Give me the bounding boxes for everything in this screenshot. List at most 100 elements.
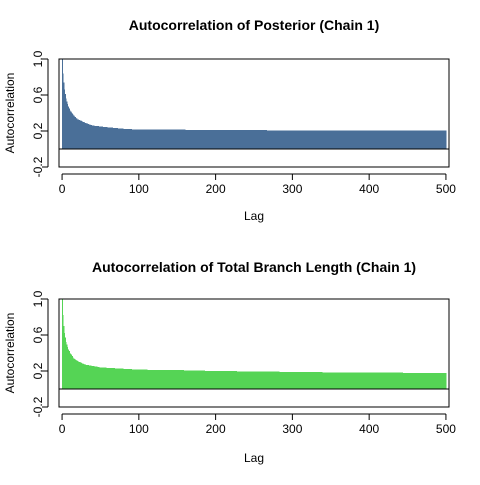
posterior-acf-bar [364, 130, 366, 149]
branch-length-acf-bar [237, 371, 239, 389]
branch-length-acf-bar [129, 369, 131, 389]
branch-length-acf-bar [143, 369, 145, 389]
branch-length-acf-bar [419, 372, 421, 389]
posterior-acf-bar [141, 129, 142, 149]
branch-length-acf-bar [412, 372, 414, 389]
posterior-acf-bar [211, 130, 213, 149]
branch-length-acf-bar [349, 372, 350, 389]
branch-length-acf-bar [180, 370, 182, 389]
branch-length-acf-bar [350, 372, 352, 389]
posterior-acf-bar [346, 130, 348, 149]
branch-length-acf-bar [337, 372, 339, 389]
posterior-acf-bar [378, 130, 380, 149]
branch-length-acf-bar [75, 359, 76, 389]
posterior-acf-bar [151, 129, 153, 149]
posterior-acf-bar [403, 130, 405, 149]
posterior-acf-bar [336, 130, 337, 149]
posterior-acf-bar [196, 129, 198, 150]
posterior-acf-bar [129, 129, 131, 149]
posterior-acf-bar [207, 130, 209, 149]
posterior-acf-bar [362, 130, 364, 149]
branch-length-acf-bar [206, 370, 208, 389]
posterior-acf-bar [381, 130, 383, 149]
branch-length-acf-bar [144, 369, 146, 389]
branch-length-acf-y-axis: -0.2 0.2 0.6 1.0 [31, 290, 49, 417]
posterior-acf-bar [215, 130, 217, 149]
posterior-acf-bar [412, 130, 414, 149]
posterior-acf-bar [371, 130, 373, 149]
branch-length-acf-bar [399, 372, 401, 389]
branch-length-acf-bar [64, 333, 66, 389]
posterior-acf-bar [247, 130, 248, 149]
branch-length-acf-bar [192, 370, 194, 389]
posterior-acf-bar [211, 130, 212, 149]
branch-length-acf-bar [398, 372, 400, 389]
posterior-acf-bar [442, 130, 443, 149]
branch-length-acf-bar [319, 372, 321, 389]
branch-length-acf-bar [85, 364, 86, 389]
branch-length-acf-bar [292, 371, 294, 389]
posterior-acf-bar [363, 130, 364, 149]
posterior-acf-bar [391, 130, 393, 149]
branch-length-acf-bar [83, 363, 85, 389]
branch-length-acf-y-tick-label: 0.2 [31, 362, 45, 379]
branch-length-acf-bar [126, 368, 128, 389]
posterior-acf-bar [260, 130, 261, 149]
posterior-acf-bar [306, 130, 308, 149]
posterior-acf-bar [444, 130, 446, 149]
branch-length-acf-bar [88, 365, 89, 389]
branch-length-acf-bar [98, 367, 99, 389]
posterior-acf-bar [96, 126, 98, 149]
posterior-acf-bar [158, 129, 160, 149]
branch-length-acf-bar [141, 369, 143, 389]
posterior-acf-y-tick-label: 0.6 [31, 86, 45, 103]
branch-length-acf-bar [391, 372, 393, 389]
posterior-acf-bar [321, 130, 323, 149]
branch-length-acf-bar [296, 371, 298, 389]
posterior-acf-bar [216, 130, 218, 149]
branch-length-acf-bar [239, 371, 241, 389]
branch-length-acf-bar [70, 354, 72, 389]
branch-length-acf-bar [340, 372, 342, 389]
posterior-acf-bar [379, 130, 381, 149]
posterior-acf-bar [386, 130, 388, 149]
posterior-acf-bar [63, 82, 65, 149]
branch-length-acf-bar [111, 368, 113, 389]
branch-length-acf-bar [164, 369, 165, 389]
branch-length-acf-bar [284, 371, 286, 389]
posterior-acf-bar [420, 130, 422, 149]
branch-length-acf-bar [267, 371, 268, 389]
posterior-acf-panel: Autocorrelation of Posterior (Chain 1) L… [3, 17, 456, 223]
branch-length-acf-bar [151, 369, 152, 389]
branch-length-acf-bar [175, 370, 177, 389]
posterior-acf-bar [442, 130, 444, 149]
branch-length-acf-bar [394, 372, 396, 389]
posterior-acf-bar [133, 129, 135, 149]
posterior-acf-bar [330, 130, 331, 149]
branch-length-acf-bar [228, 371, 230, 389]
branch-length-acf-bar [322, 372, 324, 389]
branch-length-acf-bar [187, 370, 189, 389]
posterior-acf-bar [353, 130, 354, 149]
branch-length-acf-bar [215, 371, 217, 389]
branch-length-acf-y-tick-label: 1.0 [31, 290, 45, 307]
posterior-acf-bar [310, 130, 312, 149]
branch-length-acf-bar [359, 372, 360, 389]
posterior-acf-bar [295, 130, 297, 149]
posterior-acf-bar [187, 129, 189, 149]
posterior-acf-bar [406, 130, 408, 149]
branch-length-acf-bar [376, 372, 377, 389]
branch-length-acf-bar [376, 372, 378, 389]
branch-length-acf-bar [273, 371, 274, 389]
posterior-acf-bar [263, 130, 265, 149]
branch-length-acf-bar [125, 368, 126, 389]
posterior-acf-bar [437, 130, 439, 149]
branch-length-acf-bar [360, 372, 362, 389]
posterior-acf-bar [333, 130, 334, 149]
branch-length-acf-bar [177, 370, 179, 389]
posterior-acf-bar [404, 130, 406, 149]
branch-length-acf-bar [116, 368, 118, 389]
branch-length-acf-bar [429, 372, 431, 389]
branch-length-acf-bar [229, 371, 231, 389]
branch-length-acf-bar [243, 371, 245, 389]
